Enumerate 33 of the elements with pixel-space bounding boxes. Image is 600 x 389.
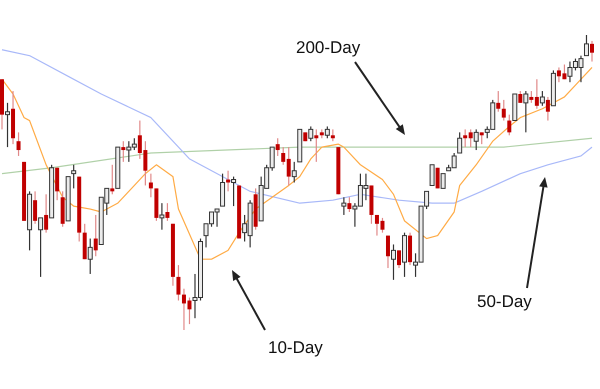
candlestick <box>55 167 60 201</box>
candlestick <box>94 214 98 257</box>
candlestick <box>507 114 512 136</box>
candlestick <box>502 99 506 122</box>
candlestick <box>436 167 440 189</box>
candlestick <box>165 202 170 222</box>
candlestick <box>226 170 230 192</box>
candlestick <box>110 164 114 195</box>
candlestick <box>440 173 446 189</box>
candlestick <box>33 190 38 224</box>
candlestick <box>397 250 402 269</box>
candlestick <box>276 138 280 157</box>
candlestick <box>330 128 335 142</box>
candlestick <box>518 90 522 104</box>
candlestick <box>66 176 71 222</box>
candlestick <box>496 90 500 112</box>
annotation: 200-Day <box>296 38 360 58</box>
annotation: 50-Day <box>477 292 532 312</box>
candlestick <box>176 264 180 302</box>
candlestick <box>347 196 352 213</box>
candlestick <box>16 132 21 157</box>
candlestick <box>44 194 48 234</box>
candlestick <box>148 173 153 198</box>
candlestick <box>512 94 518 122</box>
candlestick <box>297 128 302 162</box>
candlestick <box>115 146 120 189</box>
candlestick <box>430 164 435 186</box>
text: 10-Day <box>268 338 323 358</box>
candlestick <box>546 96 550 122</box>
candlestick <box>314 128 318 162</box>
candlestick <box>590 40 594 62</box>
candlestick <box>121 140 126 162</box>
candlestick <box>386 235 390 269</box>
